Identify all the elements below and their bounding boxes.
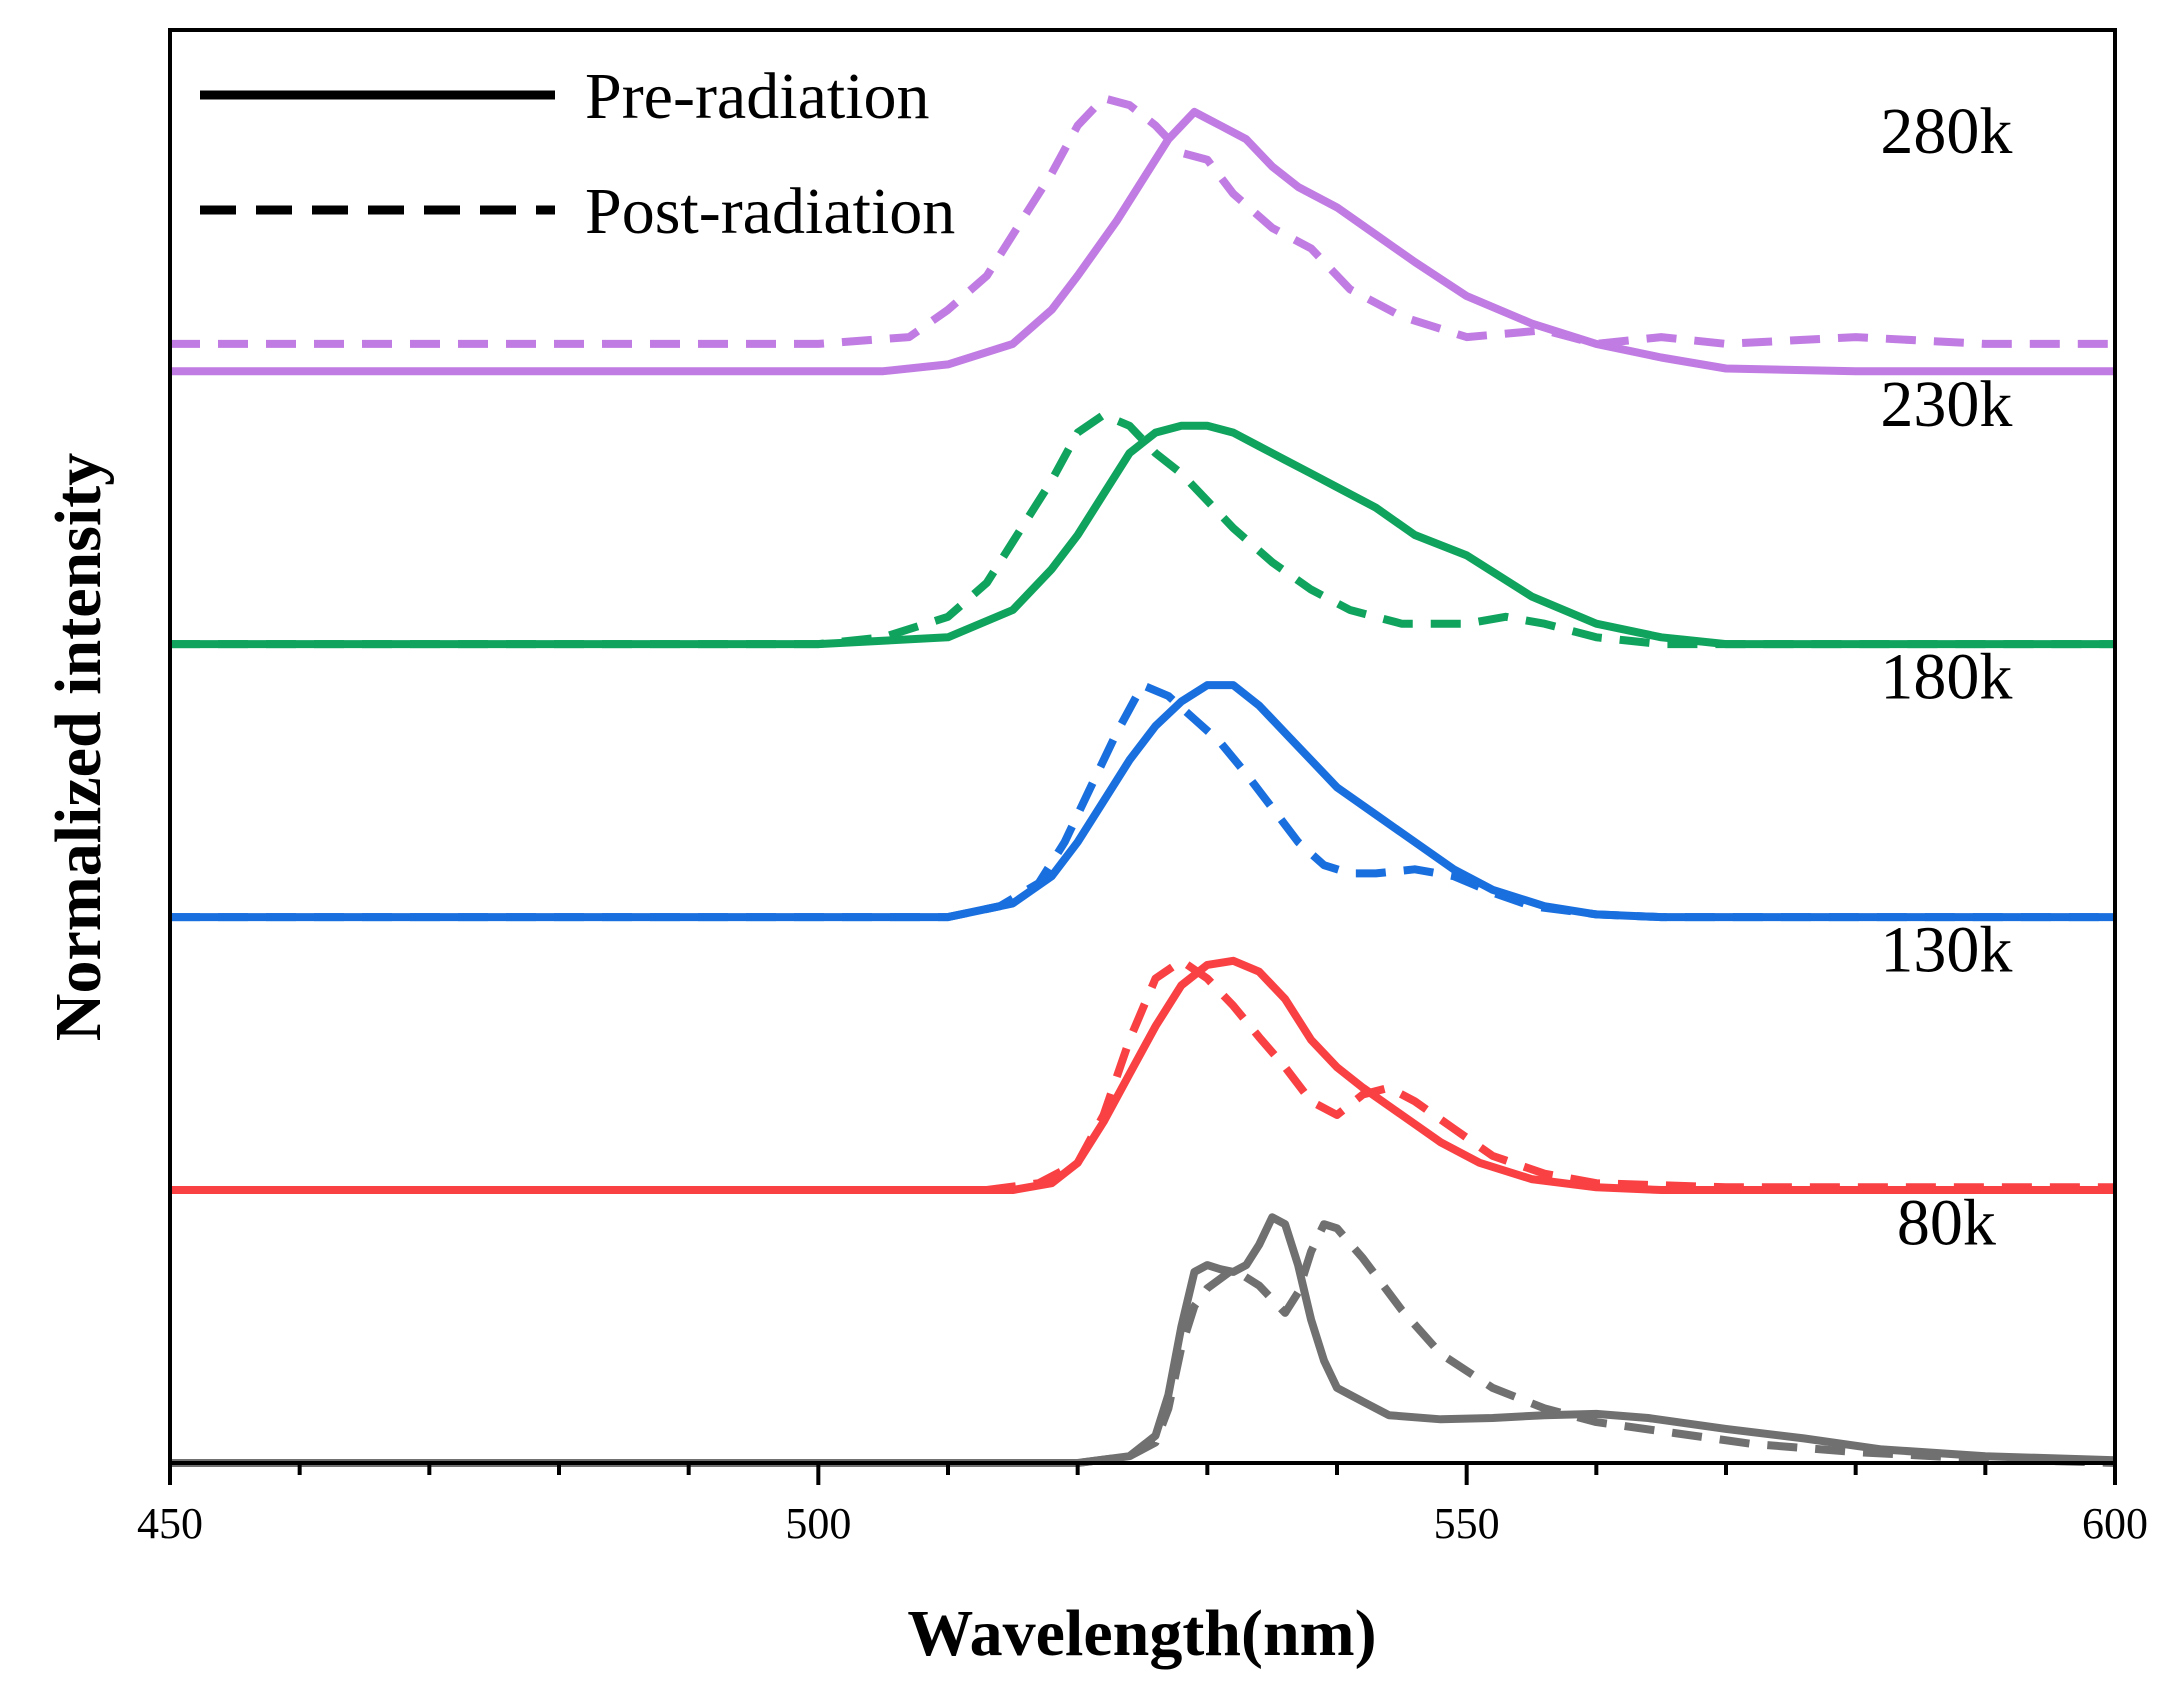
x-axis-title: Wavelength(nm) — [907, 1597, 1376, 1670]
legend: Pre-radiation Post-radiation — [200, 60, 955, 248]
series-label-80k: 80k — [1897, 1187, 1996, 1260]
y-axis-title: Normalized intensity — [42, 453, 115, 1041]
series-80k-post-radiation-line — [170, 1220, 2116, 1467]
x-axis: 450 500 550 600 — [137, 1463, 2148, 1548]
series-130k-post-radiation-line — [170, 956, 2115, 1194]
series-label-230k: 230k — [1880, 368, 2012, 441]
legend-label-pre: Pre-radiation — [585, 60, 930, 133]
series-label-180k: 180k — [1880, 641, 2012, 714]
x-tick-label: 600 — [2082, 1499, 2148, 1548]
series-label-280k: 280k — [1880, 95, 2012, 168]
series-130k-pre-radiation-line — [170, 956, 2115, 1194]
series-280k-post-radiation-line — [170, 94, 2115, 348]
series-80k-pre-radiation-line — [170, 1213, 2116, 1467]
series-label-130k: 130k — [1880, 914, 2012, 987]
series-180k-pre-radiation-line — [170, 681, 2115, 922]
x-tick-label: 450 — [137, 1499, 203, 1548]
series-280k-pre-radiation-line — [170, 107, 2115, 376]
x-tick-label: 500 — [785, 1499, 851, 1548]
series-230k-pre-radiation-line — [170, 421, 2115, 649]
legend-label-post: Post-radiation — [585, 175, 955, 248]
plot-lines — [170, 94, 2116, 1467]
x-tick-label: 550 — [1434, 1499, 1500, 1548]
series-230k-post-radiation-line — [170, 410, 2115, 649]
plot-frame — [168, 28, 2117, 1465]
series-180k-post-radiation-line — [170, 681, 2115, 922]
